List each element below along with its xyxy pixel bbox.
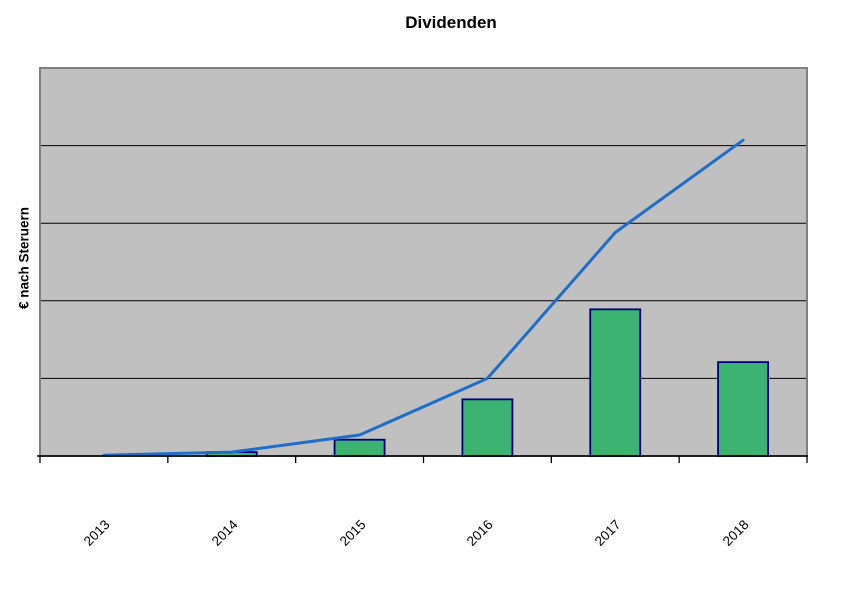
bar-2015 [333,438,386,457]
line-series [102,138,745,457]
bar-2018 [717,361,769,457]
plot-background [40,68,807,456]
bar-2016 [461,398,514,457]
bar-2017 [589,308,642,457]
chart-title: Dividenden [405,13,497,32]
